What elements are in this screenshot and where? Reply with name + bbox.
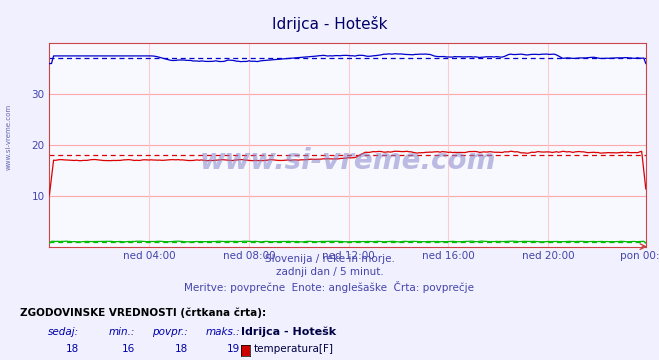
Text: sedaj:: sedaj: bbox=[48, 327, 79, 337]
Text: 16: 16 bbox=[122, 344, 135, 354]
Text: zadnji dan / 5 minut.: zadnji dan / 5 minut. bbox=[275, 267, 384, 278]
Text: povpr.:: povpr.: bbox=[152, 327, 188, 337]
Text: 18: 18 bbox=[66, 344, 79, 354]
Text: temperatura[F]: temperatura[F] bbox=[254, 344, 333, 354]
Text: www.si-vreme.com: www.si-vreme.com bbox=[200, 147, 496, 175]
Text: Idrijca - Hotešk: Idrijca - Hotešk bbox=[272, 16, 387, 32]
Text: 18: 18 bbox=[175, 344, 188, 354]
Text: www.si-vreme.com: www.si-vreme.com bbox=[5, 104, 11, 170]
Text: maks.:: maks.: bbox=[206, 327, 241, 337]
Text: ZGODOVINSKE VREDNOSTI (črtkana črta):: ZGODOVINSKE VREDNOSTI (črtkana črta): bbox=[20, 308, 266, 318]
Text: Slovenija / reke in morje.: Slovenija / reke in morje. bbox=[264, 254, 395, 264]
Text: Meritve: povprečne  Enote: anglešaške  Črta: povprečje: Meritve: povprečne Enote: anglešaške Črt… bbox=[185, 281, 474, 293]
Text: min.:: min.: bbox=[109, 327, 135, 337]
Text: 19: 19 bbox=[227, 344, 241, 354]
Text: Idrijca - Hotešk: Idrijca - Hotešk bbox=[241, 327, 335, 337]
